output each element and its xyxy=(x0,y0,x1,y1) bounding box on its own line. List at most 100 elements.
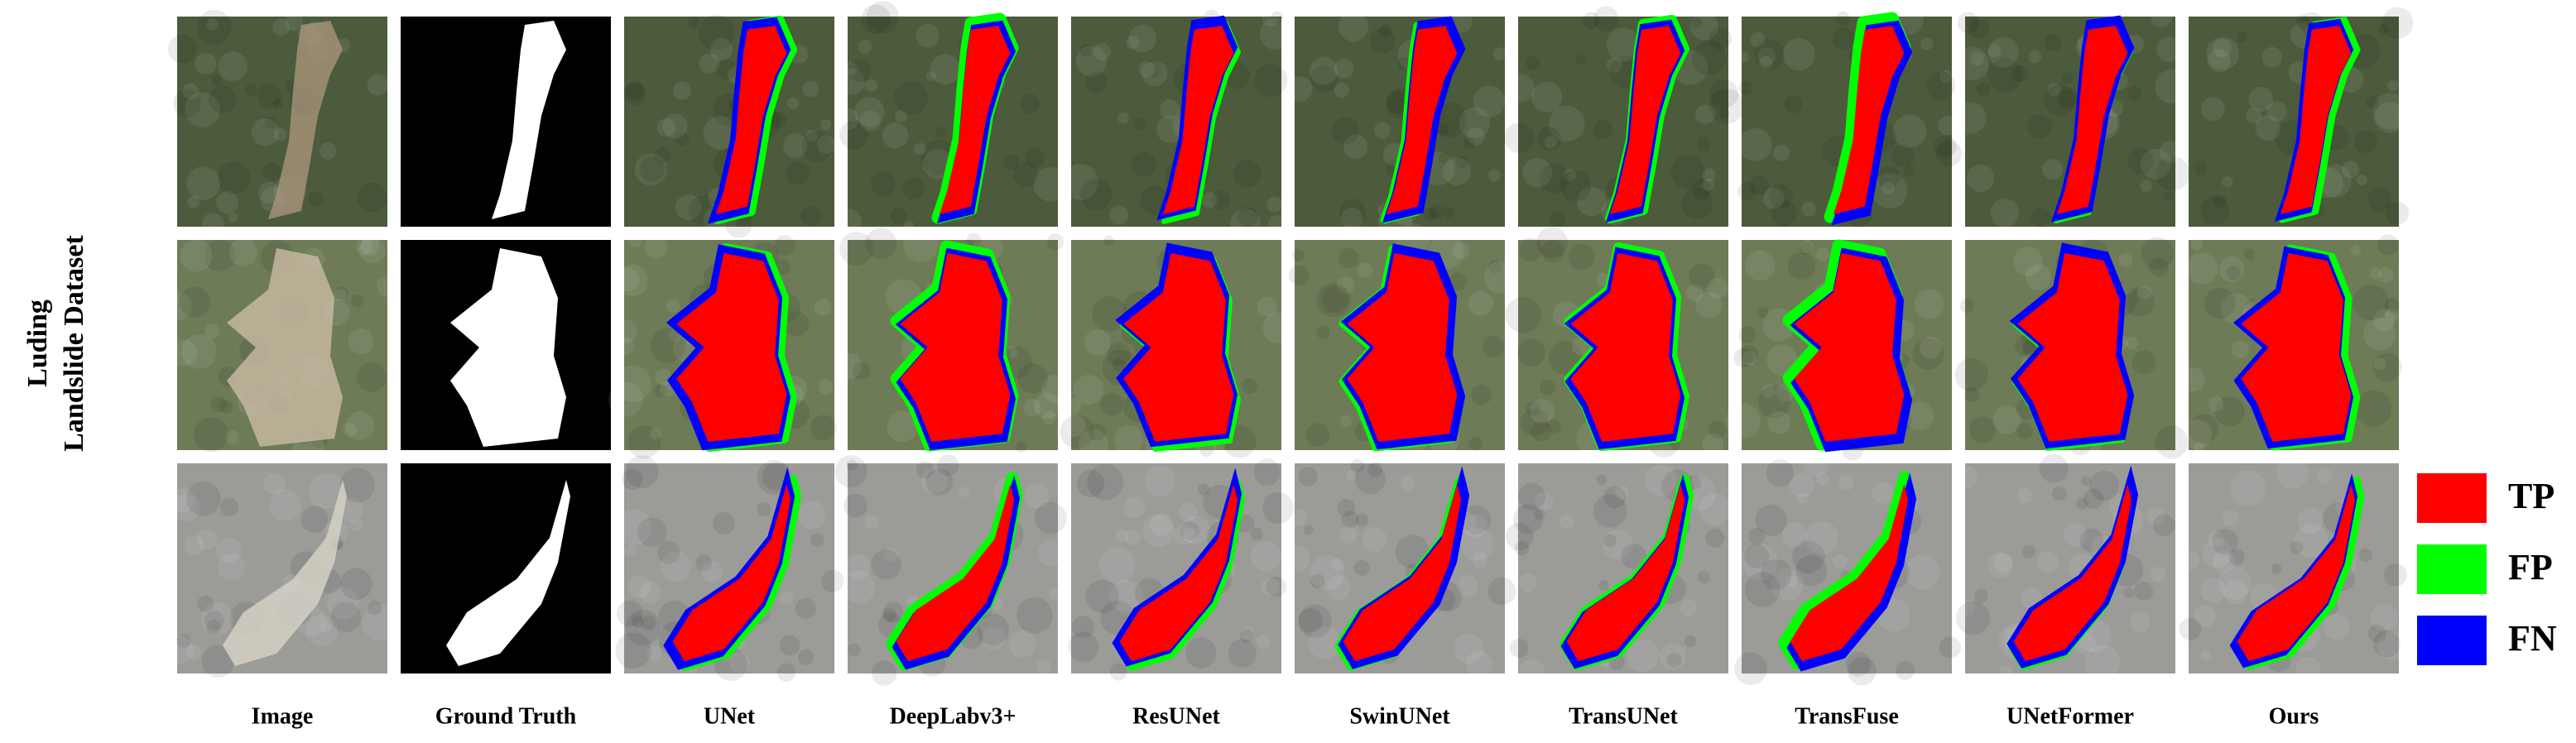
texture xyxy=(1583,12,1600,29)
texture xyxy=(2294,524,2328,558)
texture xyxy=(264,117,276,129)
texture xyxy=(2236,31,2248,44)
texture xyxy=(2370,603,2399,631)
image-tile xyxy=(163,463,399,678)
texture xyxy=(1429,204,1444,220)
texture xyxy=(1400,475,1415,491)
texture xyxy=(2373,357,2386,371)
texture xyxy=(1815,472,1829,486)
texture xyxy=(1895,660,1915,681)
texture xyxy=(959,487,969,497)
texture xyxy=(1759,56,1773,70)
texture xyxy=(864,79,878,92)
texture xyxy=(218,51,248,82)
texture xyxy=(1201,192,1218,209)
texture xyxy=(1339,415,1353,428)
texture xyxy=(162,291,192,321)
image-tile xyxy=(1725,239,1952,461)
texture xyxy=(2218,256,2245,282)
texture xyxy=(1559,514,1574,530)
texture xyxy=(786,161,810,185)
texture xyxy=(1367,462,1383,477)
texture xyxy=(2208,531,2224,548)
image-tile xyxy=(1734,450,1962,686)
true-positive xyxy=(896,484,1015,662)
texture xyxy=(2127,147,2155,175)
texture xyxy=(1614,485,1629,500)
landslide xyxy=(223,480,347,666)
texture xyxy=(2047,83,2061,97)
texture xyxy=(2137,285,2152,300)
texture xyxy=(1670,155,1706,189)
texture xyxy=(257,84,282,108)
texture xyxy=(1666,652,1682,668)
texture xyxy=(272,98,283,109)
texture xyxy=(2226,266,2241,280)
texture xyxy=(1357,262,1373,278)
texture xyxy=(2213,194,2227,209)
texture xyxy=(2231,340,2250,359)
texture xyxy=(1603,534,1617,548)
texture xyxy=(871,549,901,580)
texture xyxy=(1062,164,1098,200)
texture xyxy=(810,415,837,441)
texture xyxy=(1185,637,1217,669)
texture xyxy=(1016,597,1053,634)
texture xyxy=(200,602,233,635)
texture xyxy=(2384,309,2399,323)
texture xyxy=(1305,423,1330,447)
texture xyxy=(1230,208,1261,239)
texture xyxy=(625,80,645,100)
texture xyxy=(1702,168,1717,182)
texture xyxy=(1240,626,1256,642)
texture xyxy=(925,467,954,496)
legend-swatch xyxy=(2417,616,2487,665)
texture xyxy=(1143,60,1162,79)
texture xyxy=(273,127,287,141)
texture xyxy=(1288,265,1310,285)
texture xyxy=(2355,390,2392,427)
texture xyxy=(2255,115,2281,141)
texture xyxy=(1463,514,1487,539)
true-positive xyxy=(1123,252,1234,442)
texture xyxy=(774,235,795,256)
texture xyxy=(916,461,934,479)
texture xyxy=(1309,56,1338,85)
texture xyxy=(1744,544,1770,569)
texture xyxy=(2201,97,2225,122)
texture xyxy=(1098,546,1136,583)
true-positive xyxy=(2241,252,2352,442)
texture xyxy=(1718,108,1730,119)
texture xyxy=(1378,24,1391,37)
texture xyxy=(1267,214,1286,232)
texture xyxy=(615,632,651,669)
texture xyxy=(921,467,948,494)
texture xyxy=(1738,127,1772,161)
texture xyxy=(1509,638,1529,658)
texture xyxy=(1920,37,1934,50)
texture xyxy=(616,337,635,355)
texture xyxy=(1872,482,1894,504)
texture xyxy=(186,166,221,200)
texture xyxy=(1250,527,1263,540)
texture xyxy=(1024,483,1050,508)
texture xyxy=(1338,247,1359,268)
texture xyxy=(622,468,643,491)
texture xyxy=(1338,11,1369,42)
true-positive xyxy=(1833,26,1905,215)
texture xyxy=(1353,559,1370,576)
texture xyxy=(1957,12,1979,34)
texture xyxy=(703,116,738,150)
texture xyxy=(204,239,236,272)
texture xyxy=(1603,529,1633,559)
texture xyxy=(1514,540,1530,556)
texture xyxy=(1438,152,1450,165)
texture xyxy=(2200,578,2226,603)
texture xyxy=(1690,12,1718,41)
texture xyxy=(1141,60,1168,87)
texture xyxy=(1197,483,1210,496)
texture xyxy=(343,422,358,437)
texture xyxy=(2155,425,2189,459)
texture xyxy=(180,239,213,272)
texture xyxy=(224,429,240,445)
